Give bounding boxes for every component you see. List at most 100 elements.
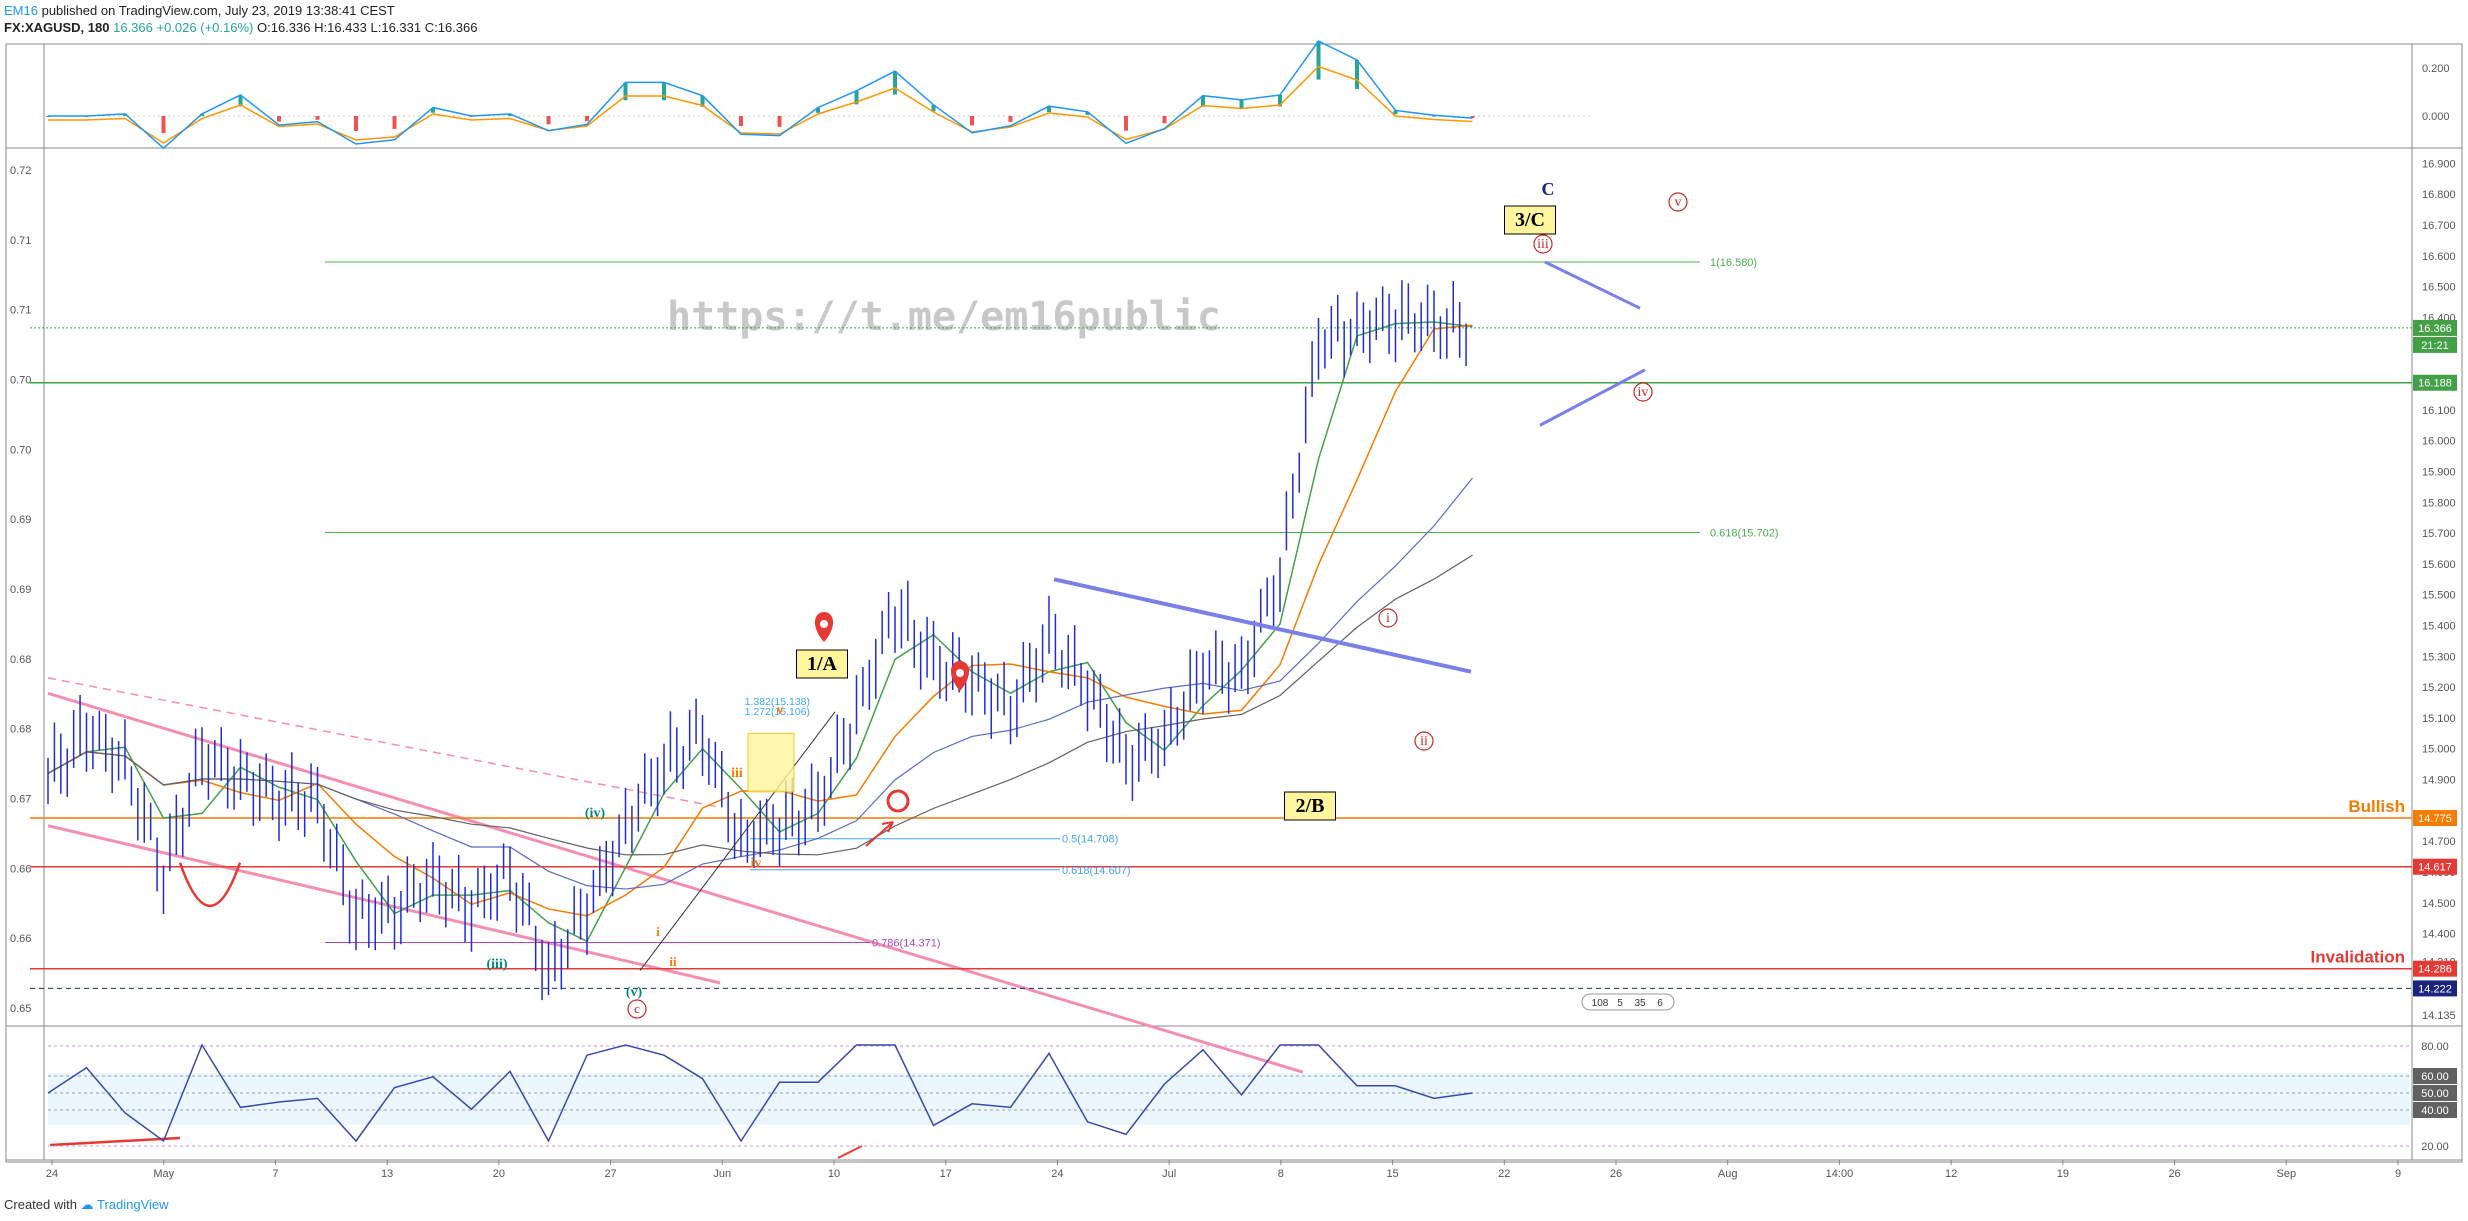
- wave-label-circle: [1378, 608, 1398, 628]
- x-axis-label: 26: [1610, 1168, 1622, 1180]
- right-axis-tick: 15.100: [2422, 713, 2456, 725]
- macd-histogram-bar: [1239, 99, 1244, 109]
- fib-label: 1.382(15.138): [745, 696, 810, 708]
- price-label-box: [2413, 374, 2457, 391]
- price-label-box: [2413, 960, 2457, 977]
- x-axis-label: 26: [2168, 1168, 2180, 1180]
- author-link[interactable]: EM16: [4, 3, 38, 18]
- price-label-text: 14.222: [2418, 983, 2452, 995]
- right-axis-tick: 15.400: [2422, 621, 2456, 633]
- open-value: O:16.336: [256, 20, 311, 35]
- right-axis-tick: 14.500: [2422, 898, 2456, 910]
- rsi-axis-tick: 60.00: [2421, 1071, 2449, 1083]
- left-axis-tick: 0.69: [10, 584, 31, 596]
- rsi-axis-tick: 50.00: [2421, 1088, 2449, 1100]
- right-axis-tick: 16.100: [2422, 405, 2456, 417]
- macd-histogram-bar: [970, 116, 974, 126]
- right-axis-tick: 14.135: [2422, 1010, 2456, 1022]
- macd-histogram-bar: [161, 116, 166, 134]
- high-value: H:16.433: [314, 20, 367, 35]
- right-axis-tick: 16.500: [2422, 282, 2456, 294]
- macd-histogram-bar: [238, 95, 243, 107]
- wave-label-circle: [1533, 234, 1553, 254]
- fib-label: 0.618(14.607): [1062, 865, 1131, 877]
- macd-histogram-bar: [1047, 106, 1051, 113]
- price-label-box: [2413, 336, 2457, 353]
- macd-histogram-bar: [508, 113, 512, 116]
- price-label-box: [2413, 858, 2457, 875]
- watermark-text: https://t.me/em16public: [667, 294, 1221, 340]
- x-axis-label: 15: [1386, 1168, 1398, 1180]
- right-axis-tick: 16.000: [2422, 436, 2456, 448]
- wave-label: ii: [669, 954, 677, 969]
- macd-histogram-bar: [931, 104, 936, 112]
- chart-frame: [5, 43, 2463, 1163]
- x-axis-label: May: [153, 1168, 174, 1180]
- wave-label: i: [1386, 611, 1390, 626]
- channel-lower-line: [47, 824, 721, 985]
- macd-histogram-bar: [816, 107, 820, 113]
- left-axis-tick: 0.68: [10, 654, 31, 666]
- up-arrow-icon: [865, 821, 894, 847]
- right-axis-tick: 14.700: [2422, 836, 2456, 848]
- right-axis-tick: 16.700: [2422, 220, 2456, 232]
- wave-label: (v): [626, 985, 643, 1000]
- right-axis-tick: 15.300: [2422, 651, 2456, 663]
- price-label-box: [2413, 810, 2457, 827]
- right-axis-tick: 15.200: [2422, 682, 2456, 694]
- x-axis-label: 12: [1945, 1168, 1957, 1180]
- fib-label: 1(16.580): [1710, 257, 1757, 269]
- right-axis-tick: 16.900: [2422, 158, 2456, 170]
- left-axis-tick: 0.71: [10, 305, 31, 317]
- wave-label-box: [796, 649, 848, 679]
- x-axis-label: 19: [2057, 1168, 2069, 1180]
- fib-label: 0.5(14.708): [1062, 834, 1118, 846]
- price-label-box: [2413, 980, 2457, 997]
- macd-histogram-bar: [1162, 116, 1167, 124]
- rsi-axis-tick: 40.00: [2421, 1105, 2449, 1117]
- x-axis-label: 8: [1278, 1168, 1284, 1180]
- wave-label-circle: [1633, 382, 1653, 402]
- macd-histogram-bar: [1008, 116, 1013, 122]
- rsi-axis-tick: 80.00: [2421, 1041, 2449, 1053]
- rsi-divergence-line-2: [837, 1145, 863, 1159]
- wave-label: iii: [731, 766, 743, 781]
- tradingview-brand[interactable]: TradingView: [97, 1197, 169, 1212]
- left-axis-tick: 0.68: [10, 724, 31, 736]
- indicator-badge: 5: [1617, 998, 1623, 1009]
- left-axis-tick: 0.66: [10, 933, 31, 945]
- x-axis-label: 9: [2395, 1168, 2401, 1180]
- x-axis-label: Aug: [1718, 1168, 1738, 1180]
- right-axis-tick: 15.800: [2422, 497, 2456, 509]
- x-axis-label: 24: [46, 1168, 58, 1180]
- left-axis-tick: 0.70: [10, 375, 31, 387]
- macd-histogram-bar: [623, 82, 628, 101]
- x-axis-label: 7: [272, 1168, 278, 1180]
- macd-histogram-bar: [893, 71, 897, 95]
- level-label: Bullish: [2348, 797, 2405, 816]
- price-label-text: 16.188: [2418, 378, 2452, 390]
- rsi-axis-tick: 20.00: [2421, 1141, 2449, 1153]
- price-label-text: 16.366: [2418, 323, 2452, 335]
- chart-header: EM16 published on TradingView.com, July …: [4, 2, 2464, 40]
- wave-label-box: [1504, 205, 1556, 235]
- price-label-text: 14.775: [2418, 813, 2452, 825]
- x-axis-label: 14:00: [1826, 1168, 1854, 1180]
- level-label: Invalidation: [2311, 948, 2405, 967]
- macd-histogram-bar: [1278, 95, 1282, 107]
- wave-label: iv: [1638, 385, 1649, 400]
- tradingview-logo-icon[interactable]: ☁: [80, 1197, 94, 1212]
- fib-label: 1.272(15.106): [745, 706, 810, 718]
- wedge-upper-trendline: [1544, 260, 1641, 310]
- wave-label: iii: [1537, 237, 1549, 252]
- right-axis-tick: 14.400: [2422, 929, 2456, 941]
- macd-histogram-bar: [662, 82, 666, 101]
- wave-label: 3/C: [1515, 209, 1545, 231]
- right-axis-tick: 15.500: [2422, 590, 2456, 602]
- bottom-arc-marker: [178, 862, 242, 908]
- macd-histogram-bar: [1201, 95, 1205, 107]
- indicator-badge: 35: [1634, 998, 1646, 1009]
- x-axis-label: 13: [381, 1168, 393, 1180]
- price-label-box: [2413, 319, 2457, 336]
